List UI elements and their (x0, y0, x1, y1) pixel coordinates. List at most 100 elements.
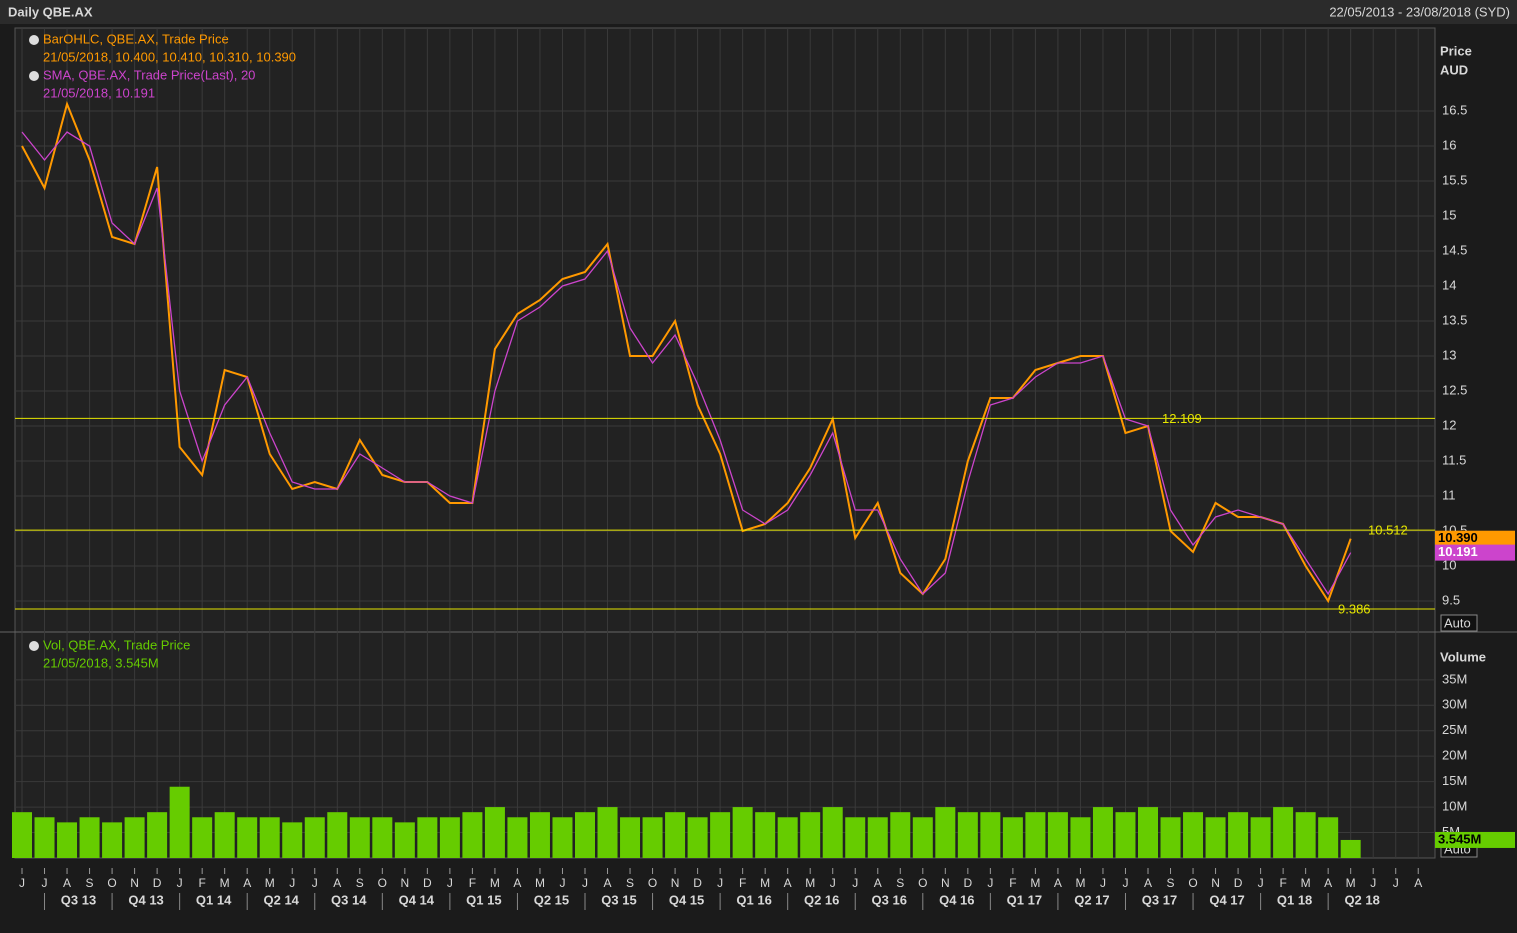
x-month-label: O (918, 876, 927, 890)
volume-bar (597, 807, 618, 858)
volume-bar (800, 812, 821, 858)
volume-bar (169, 786, 190, 858)
y-tick-label: 15M (1442, 773, 1467, 788)
volume-bar (1273, 807, 1294, 858)
volume-bar (935, 807, 956, 858)
x-month-label: D (423, 876, 432, 890)
x-month-label: M (220, 876, 230, 890)
legend-detail: 21/05/2018, 3.545M (43, 655, 159, 670)
volume-bar (1002, 817, 1023, 858)
x-month-label: F (198, 876, 205, 890)
volume-bar (79, 817, 100, 858)
x-month-label: N (941, 876, 950, 890)
chart-title: Daily QBE.AX (8, 4, 93, 19)
x-quarter-label: Q4 17 (1209, 892, 1244, 907)
x-axis-strip (0, 868, 1517, 933)
volume-bar (1250, 817, 1271, 858)
x-month-label: M (1075, 876, 1085, 890)
sma-line (21, 131, 1352, 596)
scale-button[interactable] (1440, 614, 1478, 632)
x-quarter-label: Q4 16 (939, 892, 974, 907)
x-quarter-label: Q1 18 (1277, 892, 1312, 907)
volume-bar (575, 812, 595, 858)
x-month-label: J (1258, 876, 1264, 890)
x-month-label: D (964, 876, 973, 890)
plot-area (14, 27, 1436, 859)
y-axis-unit: AUD (1440, 62, 1468, 77)
volume-bar (1160, 817, 1181, 858)
volume-bar (34, 817, 55, 858)
x-quarter-label: Q1 15 (466, 892, 501, 907)
x-month-label: M (805, 876, 815, 890)
x-month-label: A (1324, 876, 1332, 890)
legend-name: Vol, QBE.AX, Trade Price (43, 637, 190, 652)
x-month-label: O (107, 876, 116, 890)
x-month-label: F (1279, 876, 1286, 890)
legend-detail: 21/05/2018, 10.400, 10.410, 10.310, 10.3… (43, 49, 296, 64)
x-month-label: J (1122, 876, 1128, 890)
y-tick-label: 15 (1442, 207, 1456, 222)
volume-bar (529, 812, 550, 858)
last-value-box (1435, 530, 1515, 547)
x-month-label: N (401, 876, 410, 890)
x-month-label: J (1393, 876, 1399, 890)
y-tick-label: 12.5 (1442, 382, 1467, 397)
volume-bar (57, 822, 78, 858)
volume-bar (1318, 817, 1339, 858)
volume-bar (1092, 807, 1113, 858)
x-month-label: N (130, 876, 139, 890)
x-month-label: A (604, 876, 612, 890)
x-month-label: S (626, 876, 634, 890)
x-month-label: J (852, 876, 858, 890)
legend-icon (29, 35, 39, 45)
x-month-label: J (830, 876, 836, 890)
volume-bar (620, 817, 641, 858)
volume-bar (417, 817, 438, 858)
volume-bar (1025, 812, 1046, 858)
x-month-label: J (19, 876, 25, 890)
volume-bar (394, 822, 415, 858)
x-quarter-label: Q2 14 (263, 892, 299, 907)
volume-bar (1138, 807, 1158, 858)
volume-bar (124, 817, 145, 858)
x-month-label: O (1188, 876, 1197, 890)
y-tick-label: 16.5 (1442, 102, 1467, 117)
y-tick-label: 10 (1442, 557, 1456, 572)
x-month-label: S (1167, 876, 1175, 890)
volume-bar (192, 817, 213, 858)
volume-bar (665, 812, 686, 858)
y-tick-label: 13 (1442, 347, 1456, 362)
volume-bar (845, 817, 866, 858)
last-value-label: 3.545M (1438, 831, 1481, 846)
scale-button-label[interactable]: Auto (1444, 615, 1471, 630)
volume-bar (372, 817, 393, 858)
x-month-label: J (1370, 876, 1376, 890)
legend-detail: 21/05/2018, 10.191 (43, 85, 155, 100)
volume-bar (687, 817, 708, 858)
x-month-label: A (1054, 876, 1062, 890)
volume-bar (12, 812, 32, 858)
y-tick-label: 20M (1442, 748, 1467, 763)
x-month-label: M (1301, 876, 1311, 890)
x-month-label: M (1030, 876, 1040, 890)
y-tick-label: 11.5 (1442, 452, 1466, 467)
price-line (21, 100, 1352, 604)
x-month-label: F (469, 876, 476, 890)
last-value-label: 10.191 (1438, 544, 1478, 559)
x-month-label: J (289, 876, 295, 890)
x-month-label: D (1234, 876, 1243, 890)
volume-bar (1205, 817, 1226, 858)
y-tick-label: 9.5 (1442, 592, 1460, 607)
volume-bar (327, 812, 348, 858)
x-month-label: J (42, 876, 48, 890)
volume-bar (1047, 812, 1068, 858)
x-month-label: A (1414, 876, 1422, 890)
x-month-label: F (1009, 876, 1016, 890)
x-quarter-label: Q1 17 (1007, 892, 1042, 907)
volume-bar (259, 817, 280, 858)
y-tick-label: 14 (1442, 277, 1456, 292)
volume-bar (1340, 839, 1361, 858)
title-bar (0, 0, 1517, 24)
x-month-label: J (582, 876, 588, 890)
x-month-label: D (153, 876, 162, 890)
